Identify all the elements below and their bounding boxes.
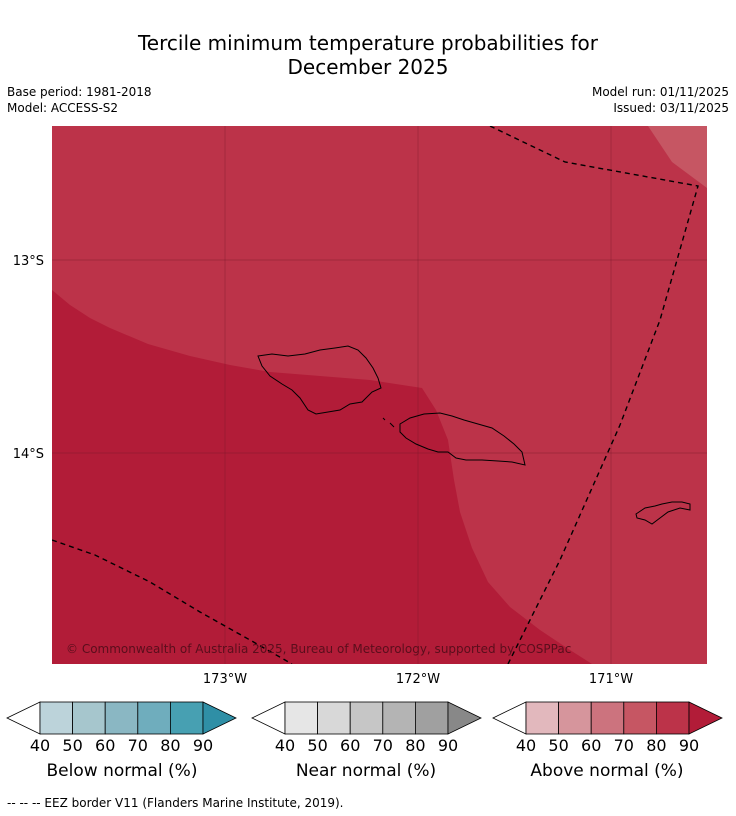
model-run: Model run: 01/11/2025 (591, 85, 729, 99)
colorbar-above-tick: 80 (646, 736, 666, 755)
colorbar-near-tick: 80 (405, 736, 425, 755)
colorbar-below-tick: 50 (62, 736, 82, 755)
colorbar-near-segment (382, 701, 416, 735)
manono-apolima (382, 417, 395, 428)
colorbar-below-segment (137, 701, 171, 735)
colorbar-above-segment (590, 701, 625, 735)
colorbar-below-segment (72, 701, 106, 735)
lon-label-172w: 172°W (396, 672, 440, 687)
map-area: © Commonwealth of Australia 2025, Bureau… (52, 126, 707, 664)
colorbar-below: 40 50 60 70 80 90 (6, 701, 237, 755)
colorbar-below-tick: 40 (30, 736, 50, 755)
colorbar-below-tick: 80 (160, 736, 180, 755)
colorbar-above-segment (558, 701, 592, 735)
colorbar-near-tick: 90 (438, 736, 458, 755)
colorbar-above-tick: 70 (614, 736, 634, 755)
savaii-island (257, 345, 382, 415)
title-line-2: December 2025 (287, 55, 449, 79)
region-above-90 (52, 290, 592, 664)
colorbar-near-segment (284, 701, 318, 735)
copyright-text: © Commonwealth of Australia 2025, Bureau… (66, 642, 571, 656)
colorbar-above-segment (525, 701, 559, 735)
colorbar-above-tick: 90 (679, 736, 699, 755)
colorbar-above-max-arrow (688, 701, 723, 735)
colorbar-above: 40 50 60 70 80 90 (492, 701, 723, 755)
colorbar-above-tick: 60 (581, 736, 601, 755)
region-above-70 (648, 126, 707, 188)
colorbar-below-tick: 90 (193, 736, 213, 755)
colorbar-below-segment (169, 701, 204, 735)
page-title: Tercile minimum temperature probabilitie… (0, 31, 736, 79)
colorbar-above-segment (656, 701, 690, 735)
lon-label-173w: 173°W (203, 672, 247, 687)
colorbars: 40 50 60 70 80 90 40 50 60 70 80 90 40 50 60 70 80 90 (6, 701, 723, 755)
colorbar-near-min-arrow (251, 701, 286, 735)
colorbar-near-tick: 50 (307, 736, 327, 755)
model-name: Model: ACCESS-S2 (7, 101, 119, 115)
colorbar-near-tick: 40 (275, 736, 295, 755)
meta-right: Model run: 01/11/2025 Issued: 03/11/2025 (592, 84, 729, 116)
islands (257, 345, 691, 525)
base-period: Base period: 1981-2018 (7, 85, 152, 99)
colorbar-near-tick: 60 (340, 736, 360, 755)
title-line-1: Tercile minimum temperature probabilitie… (137, 31, 599, 55)
colorbar-near-segment (349, 701, 384, 735)
colorbar-below-tick: 70 (128, 736, 148, 755)
colorbar-below-segment (104, 701, 139, 735)
eez-line-east (489, 126, 699, 664)
colorbar-near-segment (414, 701, 449, 735)
colorbar-below-max-arrow (202, 701, 237, 735)
colorbar-label-near: Near normal (%) (295, 761, 437, 781)
colorbar-near-tick: 70 (373, 736, 393, 755)
graticule (52, 126, 707, 664)
colorbar-above-segment (623, 701, 657, 735)
eez-line-southwest (52, 539, 293, 664)
colorbar-near-max-arrow (447, 701, 482, 735)
colorbar-near: 40 50 60 70 80 90 (251, 701, 482, 755)
footer-note: -- -- -- EEZ border V11 (Flanders Marine… (7, 796, 344, 810)
colorbar-above-tick: 40 (516, 736, 536, 755)
colorbar-below-min-arrow (6, 701, 41, 735)
colorbar-label-below: Below normal (%) (46, 761, 198, 781)
colorbar-below-tick: 60 (95, 736, 115, 755)
eez-border (52, 126, 699, 664)
lon-label-171w: 171°W (589, 672, 633, 687)
lat-label-13s: 13°S (13, 254, 44, 269)
upolu-island (399, 412, 526, 466)
lat-label-14s: 14°S (13, 447, 44, 462)
colorbar-below-segment (39, 701, 73, 735)
tutuila-island (635, 501, 691, 525)
colorbar-above-min-arrow (492, 701, 527, 735)
colorbar-above-tick: 50 (548, 736, 568, 755)
meta-left: Base period: 1981-2018 Model: ACCESS-S2 (7, 84, 152, 116)
colorbar-label-above: Above normal (%) (530, 761, 684, 781)
colorbar-near-segment (317, 701, 351, 735)
issued-date: Issued: 03/11/2025 (613, 101, 729, 115)
